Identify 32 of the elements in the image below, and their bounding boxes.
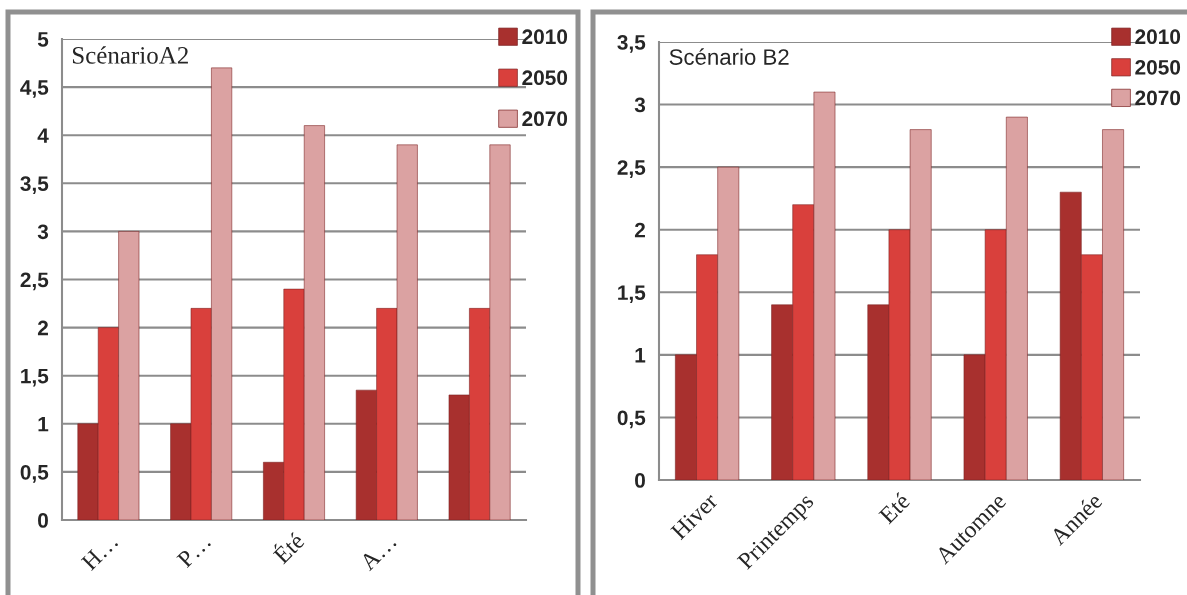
y-tick-label: 0: [38, 513, 48, 528]
x-tick-label: P…: [176, 533, 212, 569]
y-tick-label: 3,5: [617, 35, 646, 53]
y-tick-label: 2,5: [617, 160, 646, 178]
y-tick-label: 4: [37, 128, 49, 143]
y-tick-label: 3: [634, 97, 646, 113]
legend-label: 2010: [1135, 29, 1181, 45]
y-tick-label: 1,5: [21, 368, 49, 387]
y-tick-label: 0,5: [617, 410, 646, 429]
chart-title: ScénarioA2: [72, 46, 188, 64]
legend-label: 2050: [1135, 59, 1181, 75]
x-tick-label: Eté: [877, 491, 911, 525]
y-tick-label: 0: [635, 473, 645, 488]
y-tick-label: 1: [38, 417, 49, 432]
x-tick-label: A…: [358, 533, 397, 572]
y-tick-label: 2: [634, 222, 645, 238]
legend-label: 2050: [522, 70, 568, 86]
x-tick-label: Été: [269, 528, 306, 565]
chart-title: Scénario B2: [669, 48, 789, 65]
legend-label: 2070: [522, 111, 568, 127]
y-tick-label: 1: [635, 348, 646, 363]
y-tick-label: 3: [37, 224, 49, 240]
y-tick-label: 0,5: [20, 464, 49, 483]
x-tick-label: H…: [80, 533, 119, 572]
y-tick-label: 2: [37, 320, 48, 336]
y-tick-label: 4,5: [20, 80, 49, 98]
y-tick-label: 2,5: [20, 272, 49, 291]
y-tick-label: 3,5: [20, 176, 49, 195]
legend-label: 2070: [1135, 90, 1181, 106]
legend-label: 2010: [522, 29, 568, 45]
y-tick-label: 5: [37, 32, 49, 47]
y-tick-label: 1,5: [618, 285, 646, 304]
